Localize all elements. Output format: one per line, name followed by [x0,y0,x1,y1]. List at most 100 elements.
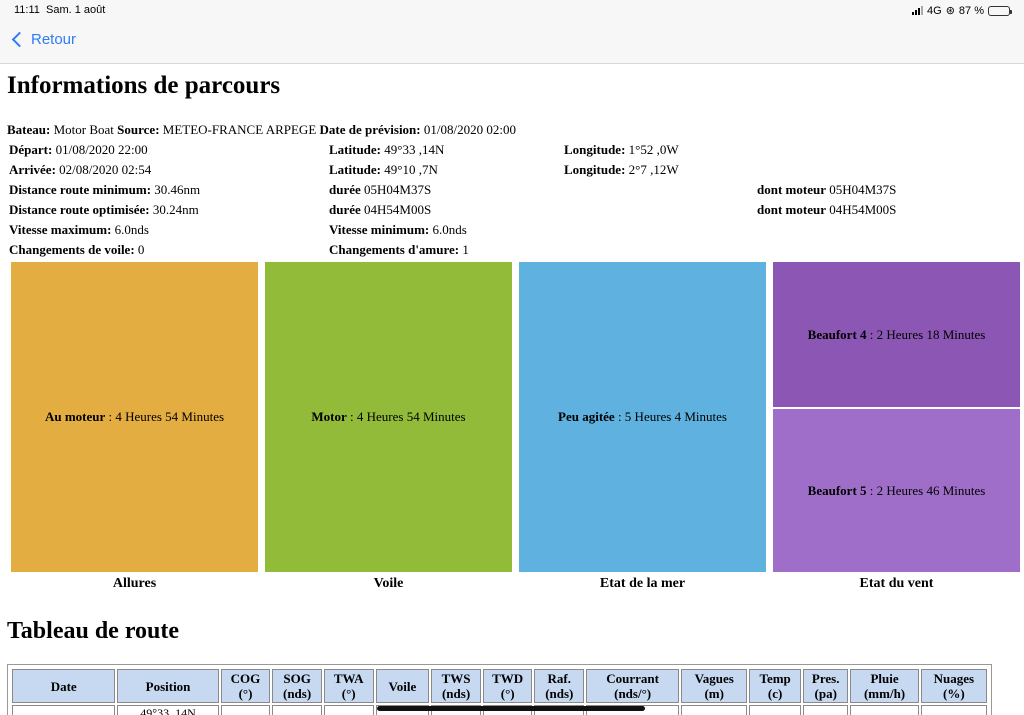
column-header: Vagues (m) [681,669,748,703]
info-cell: Vitesse minimum: 6.0nds [329,220,467,240]
column-header-unit: (mm/h) [863,686,906,701]
page-title: Informations de parcours [7,72,281,99]
column-header-label: Voile [388,678,417,694]
column-header-label: Temp [759,671,791,686]
info-cell: dont moteur 04H54M00S [757,200,896,220]
sea-state-tile[interactable]: Peu agitée : 5 Heures 4 Minutes [519,262,766,572]
tile-name: Beaufort 5 [807,482,867,498]
tile-name: Au moteur [44,409,106,424]
column-header: COG (°) [220,669,271,703]
info-cell: Arrivée: 02/08/2020 02:54 [9,160,151,180]
column-header: Nuages (%) [920,669,987,703]
column-header: Temp (c) [749,669,801,703]
duration-value: 04H54M00S [360,202,432,217]
tack-changes-value: 1 [459,242,469,257]
table-cell [12,705,116,715]
longitude-key: Longitude: [564,142,626,157]
column-header-label: Courrant [606,671,659,686]
navigation-bar: Retour [0,22,1024,64]
min-speed-value: 6.0nds [429,222,467,237]
info-cell: durée 04H54M00S [329,200,431,220]
column-header: Voile [375,669,430,703]
column-header-unit: (pa) [814,686,837,701]
tile-name: Beaufort 4 [807,326,867,342]
table-header-row: Date Position COG (°) SOG (nds) TWA (°) Voile TWS… [12,669,987,703]
info-row: Distance route optimisée: 30.24nm durée … [9,200,1019,220]
tile-value: : 4 Heures 54 Minutes [105,409,225,424]
table-cell [323,705,374,715]
column-header: TWA (°) [323,669,374,703]
longitude-value: 2°7 ,12W [625,162,679,177]
tile-text: Motor : 4 Heures 54 Minutes [311,409,465,425]
source-value: METEO-FRANCE ARPEGE [159,122,320,137]
column-header-unit: (nds) [441,686,471,701]
duration-value: 05H04M37S [360,182,432,197]
wind-beaufort5-tile[interactable]: Beaufort 5 : 2 Heures 46 Minutes [773,409,1020,572]
info-cell: Longitude: 2°7 ,12W [564,160,679,180]
info-row: Arrivée: 02/08/2020 02:54 Latitude: 49°1… [9,160,1019,180]
sail-changes-key: Changements de voile: [9,242,135,257]
wind-beaufort4-tile[interactable]: Beaufort 4 : 2 Heures 18 Minutes [773,262,1020,407]
column-header: TWD (°) [482,669,533,703]
status-bar: 11:11 Sam. 1 août 4G ⊛ 87 % [0,0,1024,22]
opt-distance-value: 30.24nm [149,202,199,217]
column-header-unit: (c) [767,686,783,701]
departure-key: Départ: [9,142,53,157]
column-header: Date [12,669,116,703]
route-info: Bateau: Motor Boat Source: METEO-FRANCE … [7,120,1019,260]
motor-duration-key: dont moteur [757,182,826,197]
column-header: Raf. (nds) [534,669,585,703]
info-cell: Changements de voile: 0 [9,240,144,260]
column-header-unit: (°) [238,686,253,701]
arrival-value: 02/08/2020 02:54 [55,162,152,177]
info-cell: durée 05H04M37S [329,180,431,200]
wind-state-label: Etat du vent [859,576,934,591]
column-header-label: TWA [333,671,364,686]
column-header-unit: (°) [500,686,515,701]
forecast-date-key: Date de prévision: [319,122,421,137]
table-cell [802,705,849,715]
column-header: Courrant (nds/°) [586,669,680,703]
battery-icon [988,5,1012,16]
info-cell: Départ: 01/08/2020 22:00 [9,140,148,160]
table-cell [272,705,322,715]
allures-tile[interactable]: Au moteur : 4 Heures 54 Minutes [11,262,258,572]
source-key: Source: [117,122,160,137]
tile-value: : 2 Heures 18 Minutes [866,326,986,342]
motor-duration-value: 04H54M00S [825,202,897,217]
chevron-left-icon [11,31,28,48]
home-indicator[interactable] [377,706,645,711]
arrival-key: Arrivée: [9,162,56,177]
table-cell [920,705,987,715]
sea-state-label: Etat de la mer [599,576,686,591]
column-header: SOG (nds) [272,669,322,703]
column-header: Pluie (mm/h) [850,669,919,703]
voile-tile[interactable]: Motor : 4 Heures 54 Minutes [265,262,512,572]
column-header-label: TWS [441,671,471,686]
column-header-unit: (nds) [283,686,312,701]
orientation-lock-icon: ⊛ [945,5,955,17]
back-button[interactable]: Retour [10,31,76,48]
column-header-unit: (nds) [545,686,574,701]
tile-name: Motor [311,409,347,424]
info-cell: Distance route optimisée: 30.24nm [9,200,199,220]
battery-percent: 87 % [958,4,984,17]
column-header-label: TWD [492,671,524,686]
tile-text: Beaufort 5 : 2 Heures 46 Minutes [808,483,986,499]
column-header: TWS (nds) [431,669,481,703]
longitude-key: Longitude: [564,162,626,177]
latitude-key: Latitude: [329,162,381,177]
info-cell: Latitude: 49°10 ,7N [329,160,438,180]
tile-text: Au moteur : 4 Heures 54 Minutes [45,409,224,425]
table-cell [850,705,919,715]
column-header-label: Nuages [933,671,975,686]
tile-value: : 4 Heures 54 Minutes [346,409,466,424]
column-header-label: Raf. [547,671,572,686]
info-cell: Vitesse maximum: 6.0nds [9,220,149,240]
column-header-label: Position [145,678,191,694]
column-header-unit: (m) [704,686,724,701]
boat-key: Bateau: [7,122,51,137]
latitude-value: 49°33 ,14N [381,142,445,157]
table-cell [220,705,271,715]
latitude-value: 49°10 ,7N [381,162,438,177]
